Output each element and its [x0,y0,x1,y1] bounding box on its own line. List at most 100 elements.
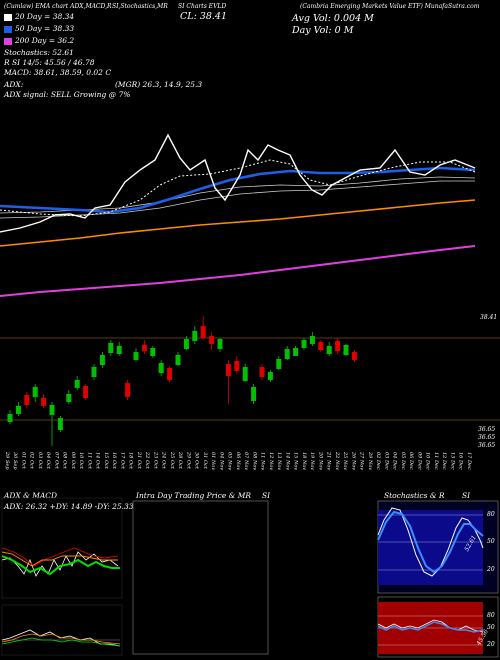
price-label-low2: 36.65 [478,434,496,441]
rsi-axis-80: 80 [487,612,495,619]
candle-body [192,331,198,341]
x-axis-label: 11 Dec [433,452,439,470]
mgr-text: (MGR) 26.3, 14.9, 25.3 [115,80,203,89]
x-axis-label: 09 Dec [416,452,422,470]
candle-body [318,342,324,350]
x-axis-label: 02 Oct [29,452,35,470]
x-axis-label: 21 Nov [326,451,332,470]
x-axis-label: 05 Nov [227,452,233,470]
candle-body [234,361,240,371]
x-axis-label: 19 Nov [309,452,315,470]
x-axis-label: 13 Nov [276,452,282,470]
header-title-left: (Cumlaw) EMA chart ADX,MACD,R [4,3,112,10]
x-axis-label: 23 Oct [152,451,158,470]
x-axis-label: 12 Dec [441,452,447,470]
x-axis-label: 18 Nov [301,452,307,470]
candle-body [91,367,97,377]
adx-panel-frame [1,497,123,599]
candle-body [251,387,257,401]
x-axis-label: 06 Nov [235,452,241,470]
candle-body [242,367,248,381]
candle-body [133,352,139,360]
candle-body [66,394,72,402]
x-axis-label: 17 Dec [466,452,472,470]
x-axis-label: 25 Oct [169,451,175,470]
candle-body [175,355,181,365]
rsi-white-line [377,619,484,633]
x-axis-label: 29 Nov [367,451,373,470]
x-axis-label: 14 Nov [284,452,290,470]
candle-body [301,340,307,348]
ema200-line [0,245,476,297]
candle-body [200,326,206,338]
ema50-swatch [4,25,12,33]
stoch-axis-50: 50 [487,538,495,545]
x-axis-label: 29 Oct [185,451,191,470]
price-label-low1: 36.65 [478,426,496,433]
candlesticks [7,316,357,446]
candle-body [225,364,231,376]
candle-body [32,387,38,397]
header-title-right: (Cambria Emerging Markets Value ETF) Mun… [300,3,480,10]
x-axis-label: 07 Nov [243,452,249,470]
legend-ema50: 50 Day = 38.33 [4,24,74,33]
stochastics-band [378,510,483,585]
stoch-blue-line [377,510,484,574]
candle-body [150,348,156,356]
intraday-title: Intra Day Trading Price & MR [136,491,252,500]
x-axis-label: 27 Nov [359,451,365,470]
candle-body [116,346,122,354]
adx-white-line [1,551,119,577]
x-axis-label: 30 Sep [12,452,18,470]
rsi-text: R SI 14/5: 45.56 / 46.78 [4,58,95,67]
ema20-swatch [4,13,12,21]
candle-body [24,395,30,405]
candle-body [7,414,13,422]
x-axis-label: 16 Dec [458,452,464,470]
x-axis-label: 25 Nov [342,451,348,470]
adx-green-line [1,555,120,576]
macd-text: MACD: 38.61, 38.59, 0.02 C [4,68,112,77]
ema-orange-line [0,199,476,247]
rsi-blue-line [377,621,484,633]
x-axis-label: 30 Oct [194,452,200,470]
intraday-panel [132,500,269,655]
candle-body [158,363,164,373]
stochastics-si-label: SI [462,491,471,500]
adx-red-line [1,547,119,567]
x-axis-label: 02 Dec [375,452,381,470]
candle-body [57,418,63,430]
x-axis-label: 10 Dec [425,452,431,470]
ema200-swatch [4,37,12,45]
candle-body [41,398,47,406]
macd-orange-line [1,633,121,645]
x-axis-label: 04 Oct [45,452,51,470]
candle-body [125,383,131,397]
intraday-si-label: SI [262,491,271,500]
ema-thin-line-1 [0,180,475,219]
candle-body [74,380,80,388]
x-axis-label: 17 Oct [119,452,125,470]
x-axis-label: 01 Nov [210,452,216,470]
x-axis-label: 22 Oct [144,451,150,470]
x-axis-label: 14 Oct [95,452,101,470]
adx-values: ADX: 26.32 +DY: 14.89 -DY: 25.33 [4,502,134,511]
stoch-axis-80: 80 [487,511,495,518]
x-axis-labels: 29 Sep 30 Sep 01 Oct 02 Oct 03 Oct 04 Oct 07 O… [4,451,472,470]
rsi-axis-20: 20 [487,641,495,648]
adx-text: ADX: [4,80,24,89]
x-axis-label: 04 Dec [392,452,398,470]
legend-ema200: 200 Day = 36.2 [4,36,74,45]
x-axis-label: 03 Oct [37,452,43,470]
x-axis-label: 22 Nov [334,451,340,470]
macd-green-line [1,637,121,647]
x-axis-label: 31 Oct [202,452,208,470]
header-ticker: SI Charts EVLD [178,3,227,10]
x-axis-label: 07 Oct [53,452,59,470]
x-axis-label: 08 Nov [251,452,257,470]
candle-body [343,345,349,355]
macd-panel-frame [1,604,123,656]
x-axis-label: 15 Oct [103,452,109,470]
